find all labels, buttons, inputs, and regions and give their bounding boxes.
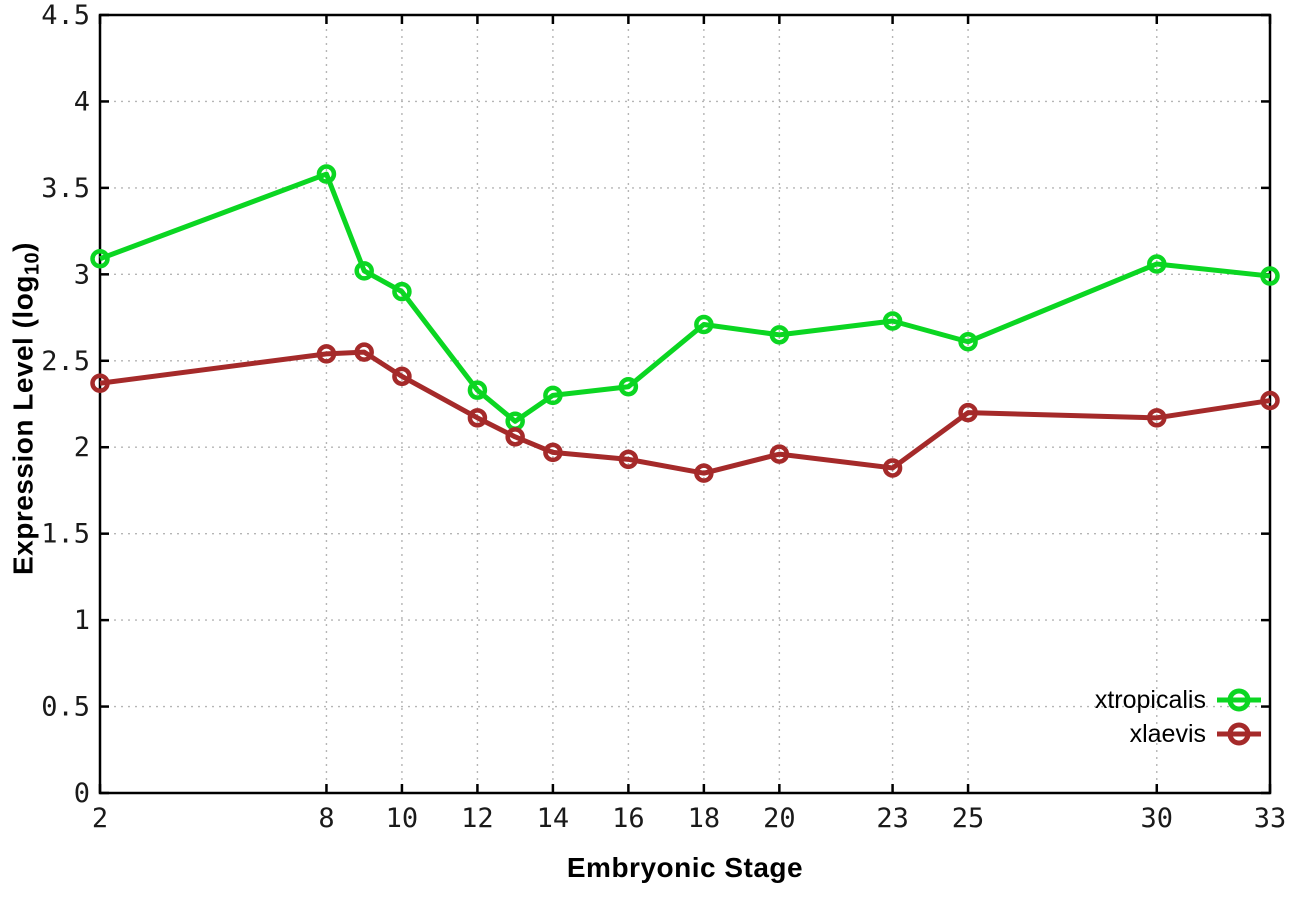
y-axis-title-suffix: ) bbox=[7, 242, 39, 252]
tick-marks bbox=[98, 13, 1272, 795]
x-tick-label: 14 bbox=[537, 803, 570, 834]
data-point-marker bbox=[90, 373, 110, 394]
y-tick-label: 1 bbox=[74, 605, 90, 636]
y-tick-label: 1.5 bbox=[41, 519, 90, 550]
series-xlaevis bbox=[90, 342, 1280, 483]
data-point-marker bbox=[958, 332, 978, 352]
data-point-marker bbox=[1260, 390, 1280, 411]
data-point-marker bbox=[543, 442, 563, 463]
x-tick-label: 12 bbox=[461, 803, 494, 834]
data-point-marker bbox=[316, 164, 337, 184]
legend-marker-icon bbox=[1227, 688, 1251, 712]
series-xtropicalis bbox=[90, 164, 1280, 432]
legend-sample-xtropicalis bbox=[1217, 688, 1261, 712]
x-tick-label: 20 bbox=[763, 803, 796, 834]
data-point-marker bbox=[769, 325, 790, 345]
data-point-marker bbox=[618, 449, 639, 470]
x-tick-labels: 2 8 10 12 14 16 18 20 23 25 30 33 bbox=[92, 803, 1286, 834]
series-line-xtropicalis bbox=[99, 171, 1271, 424]
data-point-marker bbox=[467, 408, 488, 428]
x-tick-label: 23 bbox=[876, 803, 909, 834]
y-axis-title-subscript: 10 bbox=[21, 251, 44, 276]
legend-marker-icon bbox=[1227, 722, 1251, 746]
gridlines bbox=[99, 14, 1271, 794]
data-point-marker bbox=[392, 281, 412, 302]
data-point-marker bbox=[505, 427, 525, 447]
data-point-marker bbox=[618, 376, 639, 397]
data-point-marker bbox=[467, 380, 488, 400]
y-tick-label: 4 bbox=[74, 86, 90, 117]
data-point-marker bbox=[354, 342, 374, 362]
x-tick-label: 8 bbox=[318, 803, 334, 834]
data-point-marker bbox=[316, 344, 337, 364]
data-point-marker bbox=[882, 311, 903, 331]
y-axis-title: Expression Level (log10) bbox=[8, 209, 45, 609]
y-tick-label: 2.5 bbox=[41, 346, 90, 377]
legend-item-xlaevis: xlaevis bbox=[1095, 718, 1262, 750]
y-tick-labels: 0 0.5 1 1.5 2 2.5 3 3.5 4 4.5 bbox=[41, 0, 90, 809]
data-point-marker bbox=[769, 444, 790, 464]
y-tick-label: 3 bbox=[74, 259, 90, 290]
y-axis-title-text: Expression Level (log bbox=[7, 275, 39, 575]
data-point-marker bbox=[90, 249, 110, 269]
y-tick-label: 3.5 bbox=[41, 173, 90, 204]
y-tick-label: 0.5 bbox=[41, 692, 90, 723]
plot-border bbox=[98, 13, 1272, 795]
x-tick-label: 16 bbox=[612, 803, 645, 834]
legend: xtropicalis xlaevis bbox=[1095, 684, 1262, 750]
x-tick-label: 10 bbox=[386, 803, 419, 834]
legend-label: xtropicalis bbox=[1094, 685, 1206, 714]
data-point-marker bbox=[1260, 266, 1280, 286]
series-line-xlaevis bbox=[99, 349, 1271, 476]
data-point-marker bbox=[354, 261, 374, 281]
data-point-marker bbox=[1147, 254, 1167, 274]
legend-item-xtropicalis: xtropicalis bbox=[1095, 684, 1262, 716]
data-point-marker bbox=[543, 385, 563, 406]
x-tick-label: 33 bbox=[1254, 803, 1287, 834]
data-point-marker bbox=[882, 458, 903, 478]
y-tick-label: 4.5 bbox=[41, 0, 90, 31]
x-tick-label: 18 bbox=[688, 803, 721, 834]
y-tick-label: 0 bbox=[74, 778, 90, 809]
legend-label: xlaevis bbox=[1129, 719, 1206, 748]
x-axis-title: Embryonic Stage bbox=[566, 852, 804, 883]
y-tick-label: 2 bbox=[74, 432, 90, 463]
x-tick-label: 25 bbox=[952, 803, 985, 834]
data-point-marker bbox=[694, 463, 714, 483]
data-point-marker bbox=[958, 402, 978, 423]
data-point-marker bbox=[392, 366, 412, 387]
data-point-marker bbox=[694, 314, 714, 335]
legend-sample-xlaevis bbox=[1217, 722, 1261, 746]
data-point-marker bbox=[1147, 408, 1167, 428]
x-tick-label: 2 bbox=[92, 803, 108, 834]
x-tick-label: 30 bbox=[1141, 803, 1174, 834]
